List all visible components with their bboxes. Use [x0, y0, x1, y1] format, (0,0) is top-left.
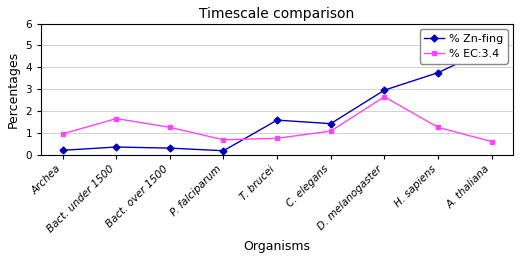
% EC:3.4 [435, 126, 441, 129]
% EC:3.4 [488, 140, 495, 143]
% Zn-fing [435, 71, 441, 74]
% Zn-fing [328, 122, 334, 125]
% EC:3.4 [167, 126, 173, 129]
% EC:3.4 [220, 138, 227, 141]
% Zn-fing [59, 149, 66, 152]
% EC:3.4 [274, 137, 280, 140]
% EC:3.4 [328, 129, 334, 133]
Y-axis label: Percentages: Percentages [7, 50, 20, 128]
% Zn-fing [220, 149, 227, 152]
X-axis label: Organisms: Organisms [243, 240, 310, 253]
% Zn-fing [488, 46, 495, 49]
Legend: % Zn-fing, % EC:3.4: % Zn-fing, % EC:3.4 [420, 29, 508, 63]
% Zn-fing [113, 145, 120, 148]
Title: Timescale comparison: Timescale comparison [200, 7, 355, 21]
% Zn-fing [381, 89, 387, 92]
Line: % EC:3.4: % EC:3.4 [60, 94, 494, 144]
% EC:3.4 [113, 117, 120, 120]
% Zn-fing [167, 147, 173, 150]
% EC:3.4 [59, 132, 66, 135]
Line: % Zn-fing: % Zn-fing [60, 45, 494, 153]
% Zn-fing [274, 119, 280, 122]
% EC:3.4 [381, 95, 387, 98]
